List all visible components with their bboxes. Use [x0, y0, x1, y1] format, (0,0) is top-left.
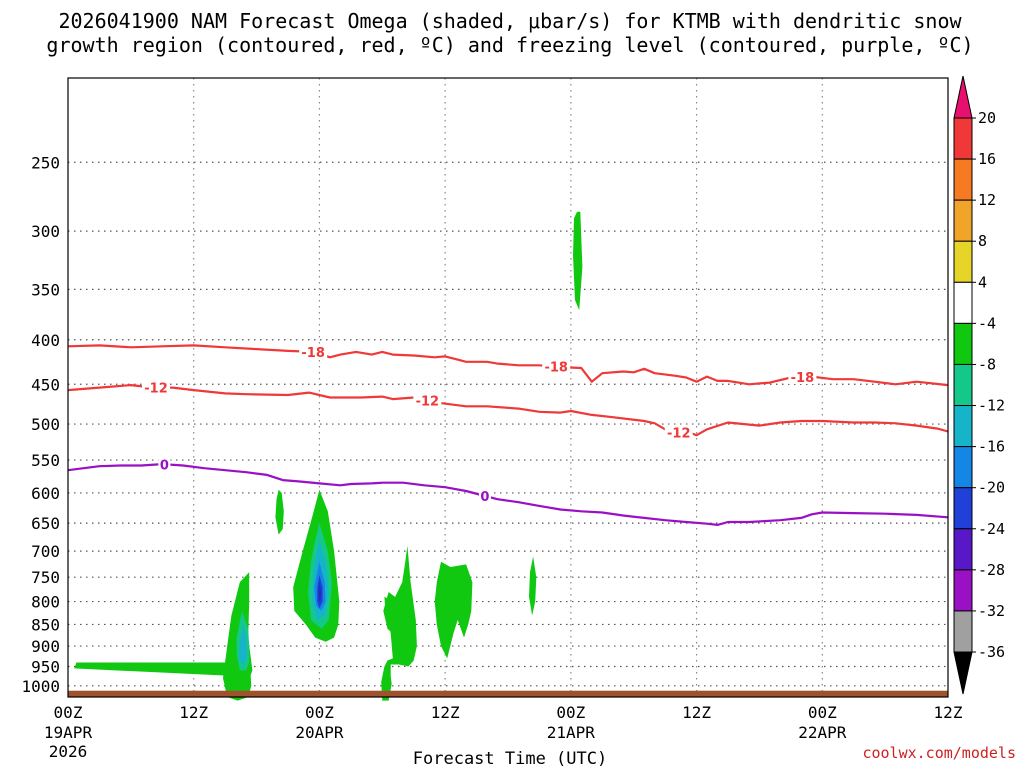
colorbar-label: 12	[978, 191, 996, 209]
colorbar-label: 16	[978, 150, 996, 168]
contour-line-0-2	[67, 463, 949, 526]
y-tick-label-650: 650	[31, 514, 60, 533]
y-tick-label-400: 400	[31, 331, 60, 350]
y-tick-label-900: 900	[31, 637, 60, 656]
contour-label-bg	[478, 488, 491, 504]
colorbar-label: 20	[978, 109, 996, 127]
colorbar-label: -16	[978, 438, 1005, 456]
x-tick-label: 12Z	[934, 703, 963, 722]
y-tick-label-450: 450	[31, 375, 60, 394]
colorbar-segment-8	[953, 446, 973, 489]
omega-region-6	[529, 556, 537, 616]
ground-terrain	[68, 690, 948, 697]
omega-region-7	[573, 211, 583, 311]
omega-region-5	[434, 561, 473, 659]
colorbar-label: 4	[978, 273, 987, 291]
y-tick-label-350: 350	[31, 280, 60, 299]
colorbar-segment-2	[953, 199, 973, 242]
colorbar-label: -32	[978, 602, 1005, 620]
chart-title-line-1: 2026041900 NAM Forecast Omega (shaded, μ…	[58, 9, 962, 33]
contour-label-bg	[664, 424, 693, 440]
y-tick-label-300: 300	[31, 222, 60, 241]
chart-title-line-2: growth region (contoured, red, ºC) and f…	[46, 33, 973, 57]
colorbar-segment-9	[953, 487, 973, 530]
omega-region-4	[383, 592, 397, 634]
omega-region-0	[74, 572, 253, 701]
contour-label--18: -18	[791, 371, 815, 386]
y-tick-label-600: 600	[31, 484, 60, 503]
plot-frame	[67, 77, 949, 698]
temperature-contours: -18 -18 -18 -12 -12 -12 0 0	[67, 343, 949, 526]
colorbar-segment-1	[953, 158, 973, 201]
omega-region-3	[381, 545, 417, 701]
omega-region-9	[238, 624, 248, 667]
y-tick-label-950: 950	[31, 657, 60, 676]
colorbar-segment-3	[953, 240, 973, 283]
x-axis-label: Forecast Time (UTC)	[413, 749, 607, 768]
x-tick-date: 19APR	[44, 723, 93, 742]
colorbar-segment-11	[953, 569, 973, 612]
x-tick-label: 12Z	[179, 703, 208, 722]
contour-label--18: -18	[544, 361, 568, 376]
omega-shading	[74, 211, 583, 701]
contour-label--12: -12	[416, 395, 440, 410]
colorbar-top-arrow	[953, 75, 973, 119]
colorbar-segment-5	[953, 322, 973, 365]
y-tick-label-850: 850	[31, 615, 60, 634]
y-tick-label-700: 700	[31, 542, 60, 561]
contour-label-bg	[142, 379, 170, 395]
x-tick-label: 00Z	[556, 703, 585, 722]
x-tick-date: 20APR	[295, 723, 344, 742]
colorbar-segment-4	[953, 281, 973, 324]
colorbar-bottom-arrow	[953, 651, 973, 695]
y-tick-label-500: 500	[31, 415, 60, 434]
pressure-axis: 250 300 350 400 450 500 550 600 650 700 750 800 850 9…	[21, 153, 60, 696]
x-tick-date: 22APR	[798, 723, 847, 742]
y-tick-label-750: 750	[31, 568, 60, 587]
colorbar-label: -36	[978, 643, 1005, 661]
contour-label-bg	[158, 456, 171, 472]
x-tick-label: 00Z	[54, 703, 83, 722]
x-tick-label: 12Z	[431, 703, 460, 722]
omega-region-1	[275, 489, 284, 535]
colorbar-label: -4	[978, 314, 996, 332]
colorbar-segment-6	[953, 363, 973, 407]
y-tick-label-1000: 1000	[21, 677, 60, 696]
omega-colorbar: 20 16 12 8 4 -4 -8 -12 -16 -20 -24 -28 -32 -36	[953, 75, 1005, 695]
x-tick-label: 00Z	[305, 703, 334, 722]
colorbar-label: -12	[978, 397, 1005, 415]
colorbar-segment-12	[953, 610, 973, 653]
contour-label--18: -18	[301, 346, 325, 361]
y-tick-label-800: 800	[31, 593, 60, 612]
x-tick-label: 12Z	[682, 703, 711, 722]
colorbar-label: 8	[978, 232, 987, 250]
x-tick-label: 00Z	[808, 703, 837, 722]
y-tick-label-250: 250	[31, 153, 60, 172]
colorbar-segment-0	[953, 117, 973, 160]
colorbar-label: -20	[978, 479, 1005, 497]
contour-label--12: -12	[667, 427, 691, 442]
colorbar-segment-10	[953, 528, 973, 571]
contour-label-bg	[299, 343, 328, 359]
grid-lines	[68, 78, 948, 697]
contour-label-0: 0	[160, 458, 169, 473]
x-tick-year: 2026	[49, 742, 88, 761]
contour-label-bg	[788, 369, 817, 385]
colorbar-label: -28	[978, 561, 1005, 579]
source-credit: coolwx.com/models	[862, 744, 1016, 762]
contour-label-bg	[542, 358, 571, 374]
colorbar-label: -8	[978, 355, 996, 373]
contour-label-bg	[413, 392, 442, 408]
contour-label-0: 0	[480, 490, 489, 505]
colorbar-label: -24	[978, 520, 1005, 538]
omega-region-14	[318, 582, 322, 602]
contour-line--12-1	[67, 384, 949, 437]
colorbar-segment-7	[953, 405, 973, 448]
contour-label--12: -12	[144, 382, 168, 397]
x-tick-date: 21APR	[547, 723, 596, 742]
y-tick-label-550: 550	[31, 451, 60, 470]
